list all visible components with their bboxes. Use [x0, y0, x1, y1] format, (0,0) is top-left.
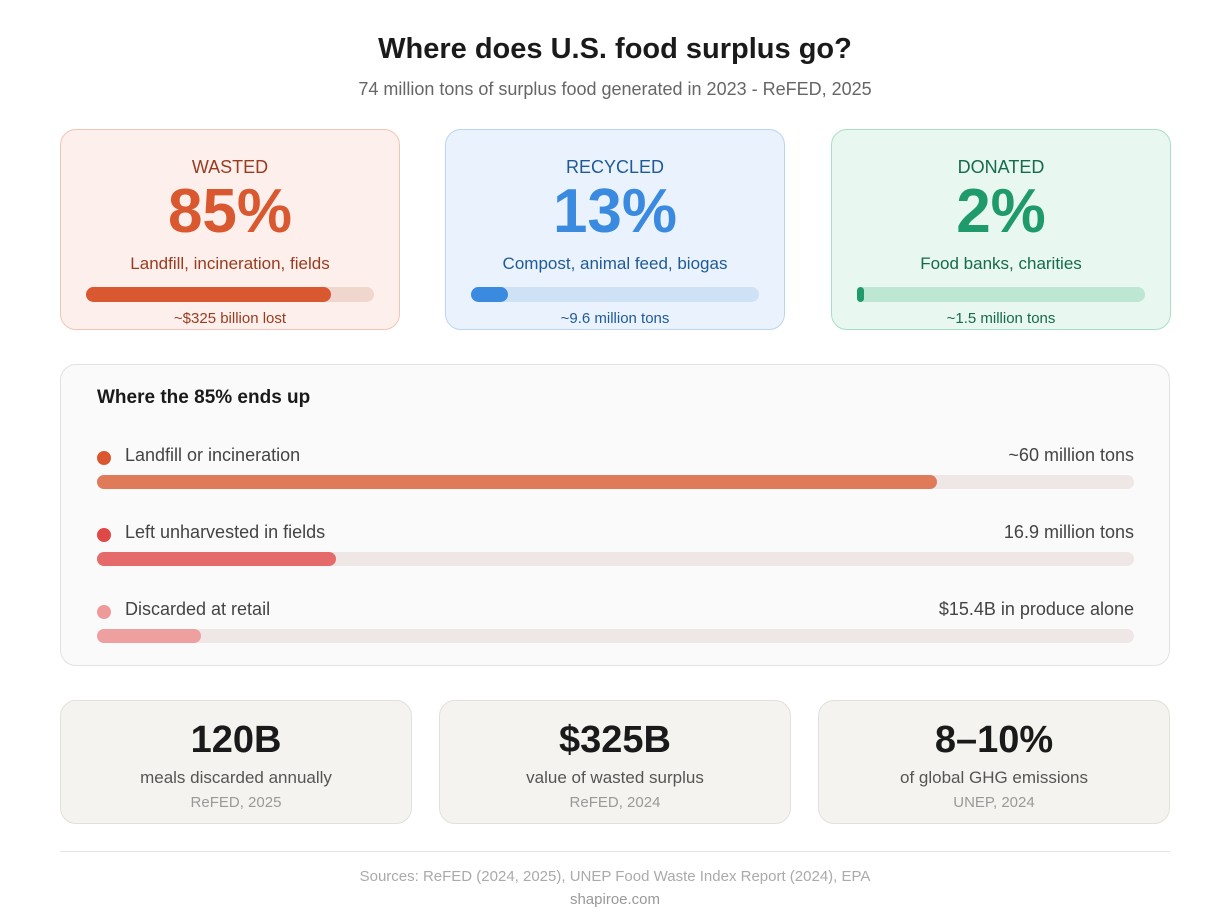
card-note: ~9.6 million tons	[560, 310, 670, 327]
card-progress-fill	[471, 287, 509, 302]
stat-source: UNEP, 2024	[953, 794, 1035, 811]
bar-track	[97, 629, 1134, 643]
stat-card: 8–10% of global GHG emissions UNEP, 2024	[818, 700, 1170, 824]
card-percent: 13%	[552, 177, 678, 246]
bar-fill	[97, 629, 201, 643]
sources-text: Sources: ReFED (2024, 2025), UNEP Food W…	[359, 868, 871, 885]
card-progress-track	[86, 287, 374, 302]
card-note: ~1.5 million tons	[946, 310, 1056, 327]
card-label: RECYCLED	[565, 157, 665, 177]
stat-card: 120B meals discarded annually ReFED, 202…	[60, 700, 412, 824]
breakdown-panel: Where the 85% ends up Landfill or incine…	[60, 364, 1170, 666]
card-label: WASTED	[191, 157, 269, 177]
stat-description: meals discarded annually	[140, 768, 332, 787]
stat-description: value of wasted surplus	[526, 768, 704, 787]
row-label: Discarded at retail	[125, 599, 271, 619]
bar-fill	[97, 552, 336, 566]
page-subtitle: 74 million tons of surplus food generate…	[358, 79, 872, 99]
row-label: Left unharvested in fields	[125, 522, 326, 542]
stat-value: $325B	[559, 719, 671, 761]
card-recycled: RECYCLED 13% Compost, animal feed, bioga…	[445, 129, 785, 330]
card-wasted: WASTED 85% Landfill, incineration, field…	[60, 129, 400, 330]
card-progress-track	[471, 287, 759, 302]
row-value: $15.4B in produce alone	[938, 599, 1134, 619]
card-donated: DONATED 2% Food banks, charities ~1.5 mi…	[831, 129, 1171, 330]
stat-source: ReFED, 2025	[190, 794, 282, 811]
card-note: ~$325 billion lost	[173, 310, 287, 327]
bar-track	[97, 475, 1134, 489]
stat-value: 8–10%	[934, 719, 1054, 761]
card-progress-fill	[86, 287, 331, 302]
breakdown-title: Where the 85% ends up	[97, 387, 311, 408]
page-title: Where does U.S. food surplus go?	[378, 33, 852, 65]
row-value: ~60 million tons	[1008, 445, 1134, 465]
bar-fill	[97, 475, 937, 489]
card-description: Food banks, charities	[920, 254, 1082, 273]
row-value: 16.9 million tons	[1003, 522, 1134, 542]
row-label: Landfill or incineration	[125, 445, 301, 465]
card-label: DONATED	[957, 157, 1045, 177]
card-progress-track	[857, 287, 1145, 302]
stat-description: of global GHG emissions	[899, 768, 1089, 787]
stat-value: 120B	[190, 719, 282, 761]
stat-source: ReFED, 2024	[569, 794, 661, 811]
card-description: Compost, animal feed, biogas	[502, 254, 728, 273]
stat-card: $325B value of wasted surplus ReFED, 202…	[439, 700, 791, 824]
card-progress-fill	[857, 287, 864, 302]
site-link[interactable]: shapiroe.com	[569, 891, 661, 908]
bar-track	[97, 552, 1134, 566]
divider	[60, 851, 1170, 852]
legend-dot	[97, 605, 111, 619]
legend-dot	[97, 528, 111, 542]
legend-dot	[97, 451, 111, 465]
card-percent: 85%	[167, 177, 293, 246]
card-percent: 2%	[956, 177, 1046, 246]
card-description: Landfill, incineration, fields	[130, 254, 330, 273]
